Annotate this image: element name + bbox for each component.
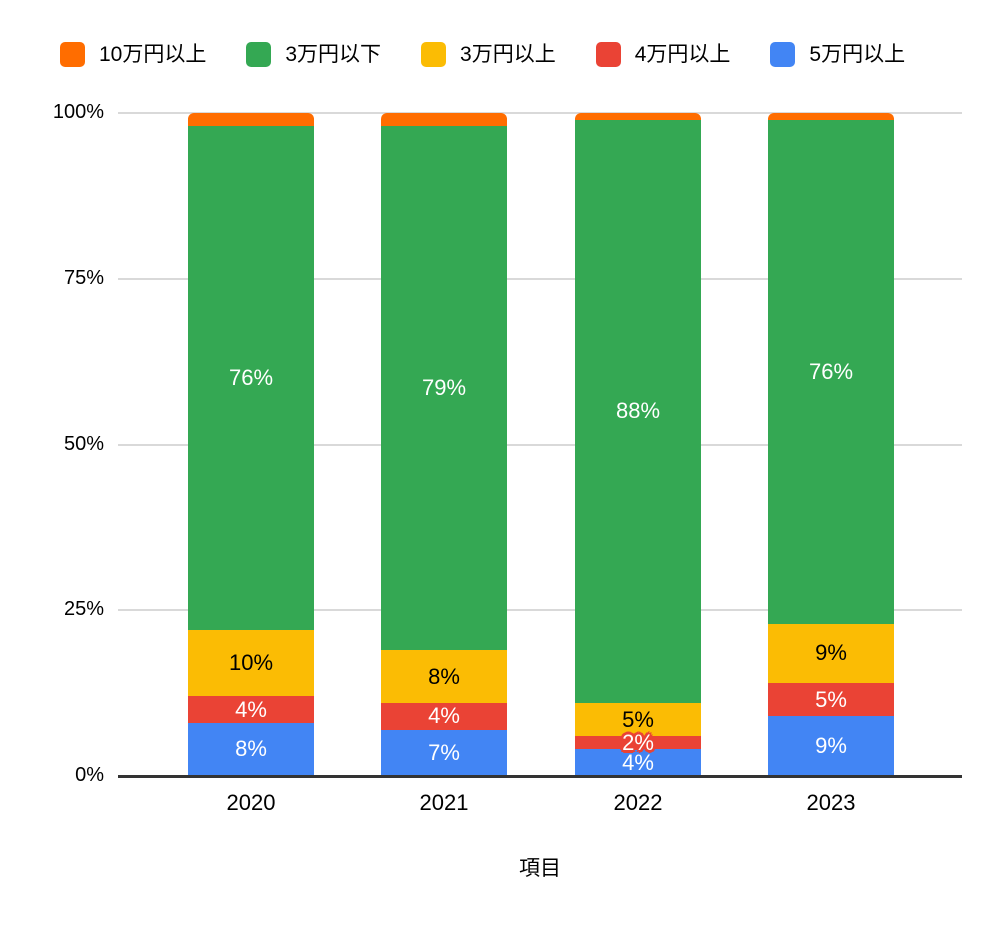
bar-segment: 4% <box>381 703 507 730</box>
bar-segment: 10% <box>188 630 314 697</box>
bar-segment: 5% <box>768 683 894 717</box>
legend-item: 10万円以上 <box>60 42 206 67</box>
bar-segment: 76% <box>188 126 314 631</box>
bar-segment: 8% <box>188 722 314 776</box>
x-axis-title: 項目 <box>519 857 561 880</box>
gridline-25 <box>118 609 962 612</box>
segment-value-label: 76% <box>808 358 854 384</box>
bar-segment: 5% <box>575 703 701 737</box>
bar-segment: 88% <box>575 119 701 704</box>
segment-value-label: 76% <box>228 365 274 391</box>
legend-item-label: 5万円以上 <box>809 43 906 66</box>
bar-segment: 7% <box>381 729 507 776</box>
bar-segment <box>188 113 314 127</box>
legend-item-label: 3万円以下 <box>285 43 382 66</box>
segment-value-label: 4% <box>428 703 460 729</box>
bar-2021: 7% 4% 8% 79% <box>381 113 507 776</box>
legend-color-swatch <box>595 42 621 67</box>
gridline-50 <box>118 443 962 446</box>
legend-item: 3万円以上 <box>421 42 556 67</box>
bar-segment <box>381 113 507 127</box>
x-axis-label: 2021 <box>419 790 469 815</box>
segment-value-label: 5% <box>622 706 654 732</box>
bar-segment: 79% <box>381 126 507 651</box>
bar-2023: 9% 5% 9% 76% <box>768 113 894 776</box>
segment-value-label: 2% <box>622 729 654 755</box>
y-axis-tick-label: 100% <box>52 101 104 124</box>
x-axis-label: 2022 <box>613 790 663 815</box>
bar-segment: 76% <box>768 119 894 624</box>
segment-value-label: 8% <box>428 663 460 689</box>
gridline-75 <box>118 277 962 280</box>
segment-value-label: 10% <box>228 650 274 676</box>
bar-segment <box>768 113 894 120</box>
bar-segment: 9% <box>768 623 894 684</box>
y-axis-tick-label: 75% <box>63 266 104 289</box>
chart-legend: 10万円以上 3万円以下 3万円以上 4万円以上 5万円以上 <box>60 42 905 67</box>
x-axis-baseline <box>118 775 962 778</box>
gridline-100 <box>118 112 962 114</box>
legend-item-label: 4万円以上 <box>634 43 731 66</box>
bar-2022: 4% 2% 5% 88% <box>575 113 701 776</box>
segment-value-label: 9% <box>815 640 847 666</box>
plot-area: 項目 0% 25% 50% 75% 100% 8% 4% 10% 76% 2020 7% 4% 8% 79… <box>53 101 962 880</box>
legend-color-swatch <box>60 42 85 67</box>
legend-item: 5万円以上 <box>770 42 905 67</box>
bar-segment <box>575 113 701 120</box>
bar-segment: 4% <box>575 749 701 776</box>
y-axis-tick-label: 50% <box>63 432 104 455</box>
bar-segment: 4% <box>188 696 314 723</box>
segment-value-label: 4% <box>235 696 267 722</box>
segment-value-label: 79% <box>421 375 467 401</box>
bar-2020: 8% 4% 10% 76% <box>188 113 314 776</box>
legend-color-swatch <box>421 42 447 67</box>
legend-item: 4万円以上 <box>595 42 731 67</box>
y-axis-tick-label: 25% <box>63 598 104 621</box>
segment-value-label: 7% <box>428 739 460 765</box>
segment-value-label: 88% <box>615 398 661 424</box>
legend-item: 3万円以下 <box>246 42 381 67</box>
bar-segment: 2% <box>575 729 701 755</box>
bar-segment: 8% <box>381 650 507 704</box>
y-axis-tick-label: 0% <box>75 764 104 787</box>
segment-value-label: 5% <box>815 686 847 712</box>
x-axis-label: 2020 <box>226 790 276 815</box>
segment-value-label: 9% <box>815 733 847 759</box>
legend-item-label: 10万円以上 <box>99 43 207 66</box>
legend-color-swatch <box>770 42 796 67</box>
legend-item-label: 3万円以上 <box>460 43 556 66</box>
legend-color-swatch <box>246 42 272 67</box>
x-axis-label: 2023 <box>806 790 856 815</box>
bar-segment: 9% <box>768 716 894 776</box>
segment-value-label: 4% <box>622 749 654 775</box>
segment-value-label: 8% <box>235 736 267 762</box>
